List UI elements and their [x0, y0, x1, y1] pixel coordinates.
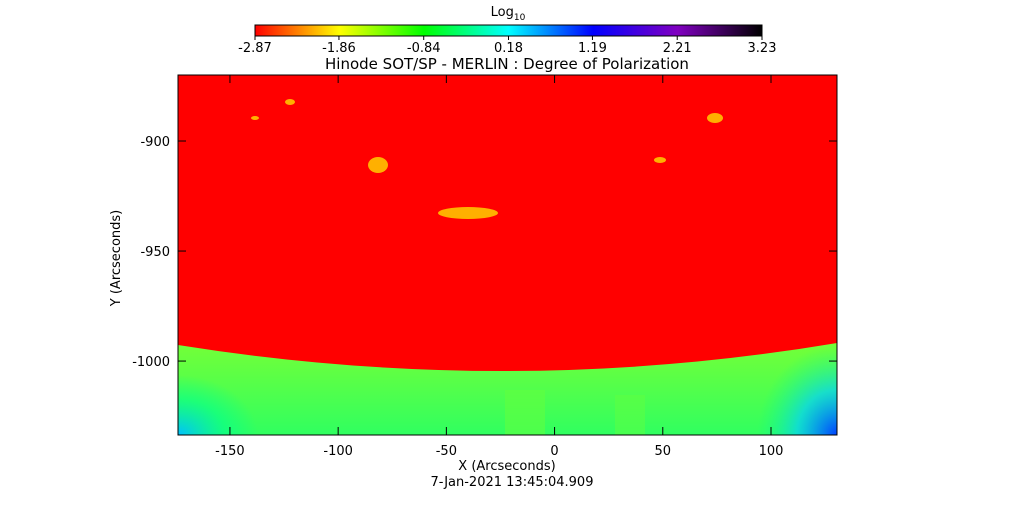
colorbar-tick-label: 2.21 — [663, 41, 692, 56]
x-tick-label: -150 — [215, 444, 245, 459]
colorbar — [254, 24, 763, 37]
streak — [505, 390, 545, 435]
plot-frame — [177, 74, 838, 436]
colorbar-tick-label: 3.23 — [748, 41, 777, 56]
x-axis-label: X (Arcseconds) — [458, 459, 555, 474]
off-limb-corner — [178, 375, 258, 435]
colorbar-label: Log10 — [491, 5, 526, 23]
streak — [615, 395, 645, 435]
colorbar-label-sub: 10 — [514, 13, 526, 23]
off-limb-corner — [757, 345, 837, 435]
x-tick-label: 0 — [550, 444, 558, 459]
x-tick-label: -50 — [436, 444, 457, 459]
colorbar-tick-label: -1.86 — [322, 41, 356, 56]
plage — [251, 99, 723, 219]
colorbar-tick-label: -2.87 — [238, 41, 272, 56]
x-tick-label: 100 — [759, 444, 784, 459]
solar-image — [178, 75, 837, 435]
chart-title: Hinode SOT/SP - MERLIN : Degree of Polar… — [325, 55, 689, 73]
y-tick-label: -900 — [140, 135, 170, 150]
y-tick-label: -950 — [140, 245, 170, 260]
disk — [178, 75, 837, 372]
colorbar-tick-label: 0.18 — [494, 41, 523, 56]
colorbar-label-text: Log — [491, 5, 514, 20]
y-axis-label: Y (Arcseconds) — [109, 210, 124, 307]
footnote: 7-Jan-2021 13:45:04.909 — [431, 475, 594, 490]
x-tick-label: -100 — [323, 444, 353, 459]
colorbar-tick-label: -0.84 — [407, 41, 441, 56]
y-tick-label: -1000 — [132, 355, 170, 370]
x-tick-label: 50 — [655, 444, 672, 459]
colorbar-tick-label: 1.19 — [578, 41, 607, 56]
